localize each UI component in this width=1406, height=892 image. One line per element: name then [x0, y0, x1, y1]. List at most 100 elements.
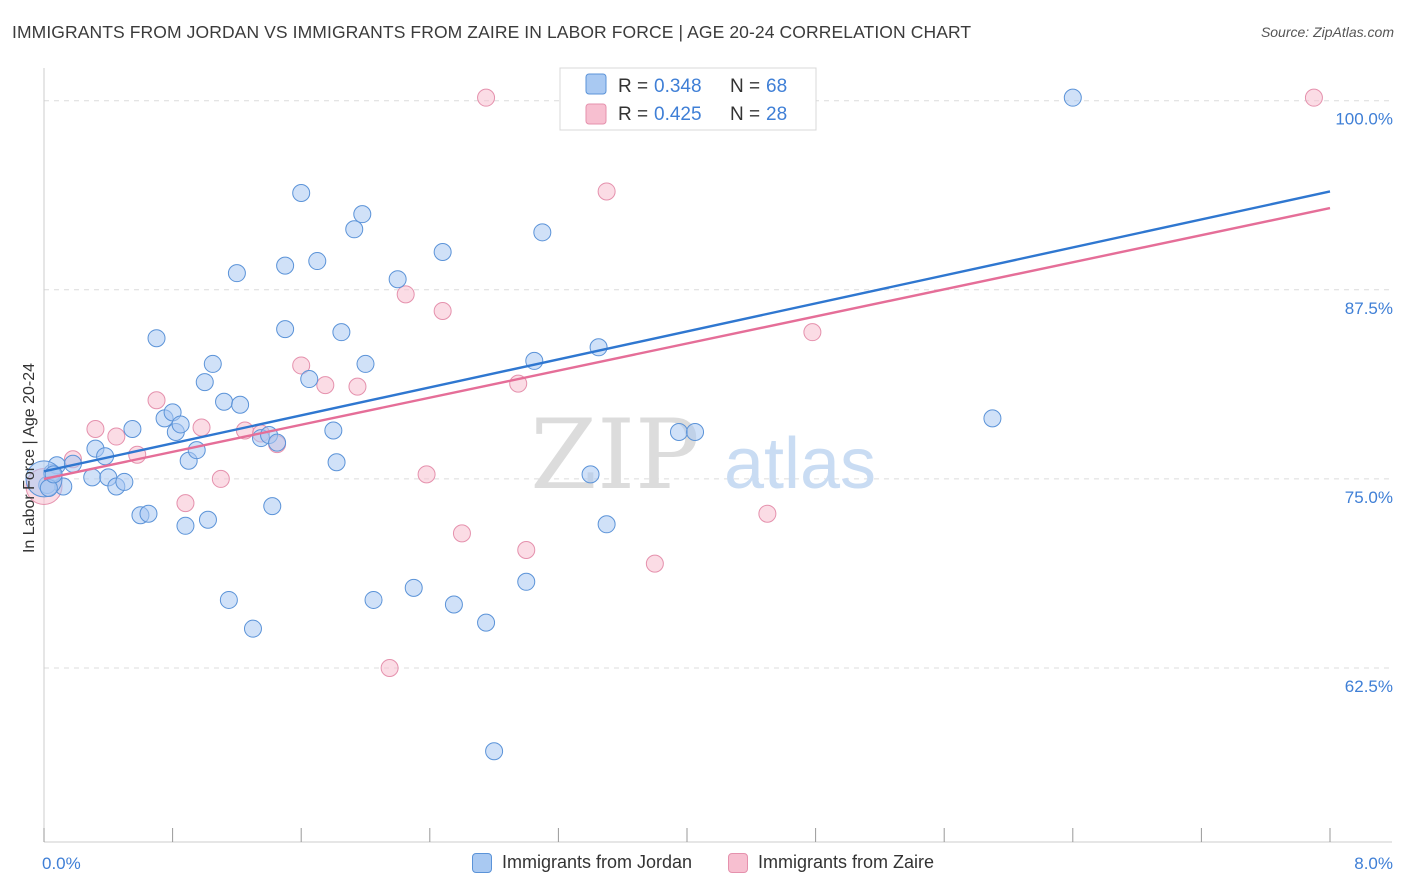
point-zaire: [86, 419, 105, 438]
point-zaire: [316, 376, 335, 395]
point-jordan: [345, 220, 364, 239]
point-jordan: [485, 742, 504, 761]
point-jordan: [353, 205, 372, 224]
watermark-zip: ZIP: [530, 399, 699, 511]
bottom-legend-swatch-zaire: [728, 852, 749, 873]
point-jordan: [308, 252, 327, 271]
y-tick-label: 75.0%: [1345, 488, 1393, 507]
point-jordan: [243, 619, 262, 638]
legend-n-jordan: 68: [766, 76, 787, 97]
legend-r-zaire: 0.425: [654, 104, 702, 125]
legend-r-jordan: 0.348: [654, 76, 702, 97]
legend-n-label-jordan: N =: [730, 76, 760, 97]
watermark-atlas: atlas: [724, 424, 876, 504]
bottom-legend-label-jordan: Immigrants from Jordan: [501, 852, 693, 872]
point-jordan: [332, 323, 351, 342]
point-zaire: [1304, 88, 1323, 107]
point-jordan: [215, 392, 234, 411]
point-jordan: [388, 270, 407, 289]
point-jordan: [324, 421, 343, 440]
point-jordan: [115, 472, 134, 491]
watermark: ZIP atlas: [530, 399, 876, 511]
x-tick-label-max: 8.0%: [1354, 854, 1393, 873]
point-jordan: [404, 578, 423, 597]
y-axis-label: In Labor Force | Age 20-24: [21, 363, 38, 553]
point-jordan: [231, 395, 250, 414]
legend-swatch-zaire: [585, 103, 607, 125]
chart-source: Source: ZipAtlas.com: [1260, 24, 1394, 40]
point-jordan: [356, 354, 375, 373]
point-jordan: [276, 256, 295, 275]
point-jordan: [1063, 88, 1082, 107]
point-jordan: [533, 223, 552, 242]
point-zaire: [147, 391, 166, 410]
point-jordan: [219, 590, 238, 609]
bottom-legend-jordan: Immigrants from Jordan: [471, 852, 693, 873]
point-jordan: [327, 453, 346, 472]
point-zaire: [107, 427, 126, 446]
bottom-legend-swatch-jordan: [471, 852, 492, 873]
trend-line-zaire: [43, 206, 1331, 481]
point-jordan: [276, 320, 295, 339]
point-zaire: [433, 301, 452, 320]
point-jordan: [983, 409, 1002, 428]
point-jordan: [300, 370, 319, 389]
legend-swatch-jordan: [585, 73, 607, 95]
point-jordan: [171, 415, 190, 434]
series-zaire-points: [25, 88, 1323, 678]
y-tick-label: 62.5%: [1345, 677, 1393, 696]
point-zaire: [396, 285, 415, 304]
legend-box: R = 0.348 N = 68 R = 0.425 N = 28: [559, 67, 817, 131]
x-tick-label-min: 0.0%: [42, 854, 81, 873]
point-zaire: [758, 504, 777, 523]
point-jordan: [581, 465, 600, 484]
point-jordan: [123, 419, 142, 438]
bottom-legend-zaire: Immigrants from Zaire: [728, 852, 934, 873]
chart-title: IMMIGRANTS FROM JORDAN VS IMMIGRANTS FRO…: [12, 22, 972, 42]
point-jordan: [517, 572, 536, 591]
point-zaire: [645, 554, 664, 573]
grid-lines: [44, 100, 1392, 669]
point-jordan: [227, 264, 246, 283]
point-zaire: [417, 465, 436, 484]
point-zaire: [292, 356, 311, 375]
point-jordan: [187, 441, 206, 460]
point-jordan: [444, 595, 463, 614]
point-zaire: [211, 469, 230, 488]
point-zaire: [192, 418, 211, 437]
y-tick-label: 87.5%: [1345, 299, 1393, 318]
point-jordan: [195, 373, 214, 392]
point-zaire: [452, 524, 471, 543]
point-jordan: [83, 468, 102, 487]
point-jordan: [589, 338, 608, 357]
bottom-legend-label-zaire: Immigrants from Zaire: [758, 852, 935, 872]
point-jordan: [139, 504, 158, 523]
trend-line-jordan: [43, 190, 1331, 473]
point-jordan: [669, 423, 688, 442]
legend-r-label-jordan: R =: [618, 76, 648, 97]
trend-lines: [43, 190, 1331, 481]
point-jordan: [292, 183, 311, 202]
point-zaire: [380, 659, 399, 678]
point-jordan: [268, 433, 287, 452]
point-jordan: [198, 510, 217, 529]
legend-n-label-zaire: N =: [730, 104, 760, 125]
point-zaire: [517, 541, 536, 560]
point-jordan: [147, 329, 166, 348]
point-jordan: [597, 515, 616, 534]
bottom-legend: Immigrants from Jordan Immigrants from Z…: [0, 852, 1406, 873]
point-zaire: [348, 377, 367, 396]
legend-r-label-zaire: R =: [618, 104, 648, 125]
point-zaire: [477, 88, 496, 107]
point-zaire: [803, 323, 822, 342]
point-zaire: [176, 494, 195, 513]
point-zaire: [597, 182, 616, 201]
point-jordan: [477, 613, 496, 632]
point-jordan: [176, 516, 195, 535]
point-jordan: [433, 242, 452, 261]
axes: [43, 68, 1392, 843]
point-jordan: [263, 497, 282, 516]
point-jordan: [686, 423, 705, 442]
tick-labels: 62.5% 75.0% 87.5% 100.0% 0.0% 8.0%: [42, 110, 1393, 873]
